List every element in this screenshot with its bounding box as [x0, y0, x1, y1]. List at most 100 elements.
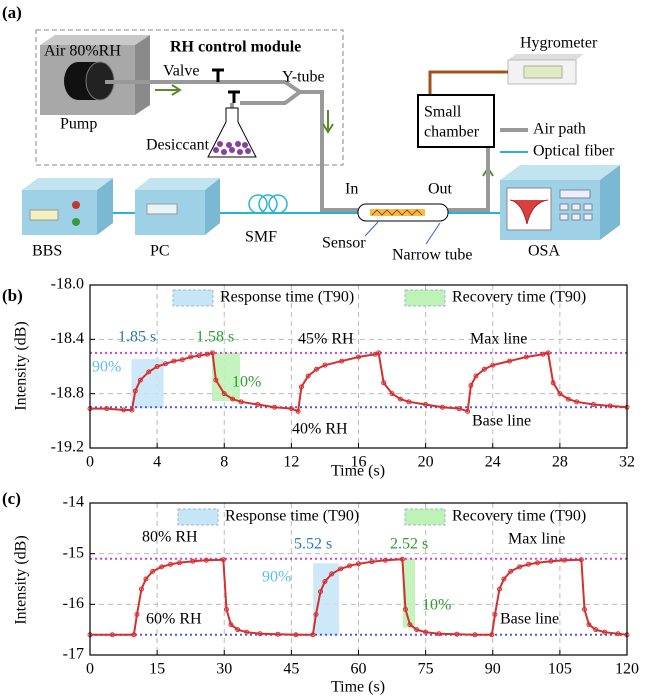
- annotation: 10%: [422, 597, 451, 614]
- pointer: [365, 222, 378, 236]
- y-tick-label: -14: [63, 494, 84, 511]
- x-tick-label: 45: [283, 661, 299, 678]
- legend-label: Air path: [533, 121, 586, 138]
- x-tick-label: 12: [283, 454, 299, 471]
- smf-coil: [249, 195, 287, 213]
- x-tick-label: 60: [351, 661, 367, 678]
- annotation: 45% RH: [298, 331, 354, 348]
- x-tick-label: 8: [220, 454, 228, 471]
- x-tick-label: 15: [149, 661, 165, 678]
- pump-label: Pump: [60, 116, 97, 133]
- pc-label: PC: [150, 243, 170, 260]
- x-tick-label: 20: [418, 454, 434, 471]
- hygrometer-top: [508, 54, 584, 60]
- chamber-label: Small: [424, 104, 462, 121]
- osa-top: [500, 165, 620, 180]
- y-tick-label: -18.4: [51, 330, 84, 347]
- annotation: 60% RH: [146, 611, 202, 628]
- smf-label: SMF: [245, 229, 277, 246]
- legend-swatch: [178, 509, 218, 525]
- y-axis-label: Intensity (dB): [13, 321, 30, 410]
- region: [314, 564, 339, 635]
- y-axis-label: Intensity (dB): [13, 535, 30, 624]
- desiccant-label: Desiccant: [146, 137, 210, 154]
- y-tick-label: -17: [63, 646, 84, 663]
- annotation: 90%: [262, 569, 291, 586]
- hygrometer-label: Hygrometer: [520, 35, 598, 52]
- sensor-label: Sensor: [322, 235, 366, 252]
- annotation: 90%: [92, 359, 121, 376]
- chart: (c) -14 -15 -16 -170 15 30 45 60 75 90 105 120 Respon…: [2, 489, 639, 696]
- bbs-top: [22, 178, 113, 190]
- pc-display: [147, 204, 177, 214]
- narrow-tube-label: Narrow tube: [392, 247, 472, 264]
- annotation: 1.58 s: [196, 329, 234, 346]
- annotation: 5.52 s: [294, 536, 332, 553]
- chamber-label: chamber: [424, 124, 480, 141]
- annotation: 2.52 s: [390, 536, 428, 553]
- y-tick-label: -15: [63, 544, 84, 561]
- hygrometer-display: [524, 66, 562, 78]
- diagram: (a) RH control module Air 80%RH Pump Val…: [2, 3, 620, 264]
- panel-label: (a): [2, 3, 22, 22]
- x-tick-label: 0: [86, 454, 94, 471]
- bbs-button: [72, 201, 80, 209]
- reference-label: Max line: [508, 531, 565, 548]
- module-label: RH control module: [170, 39, 301, 56]
- x-tick-label: 24: [485, 454, 501, 471]
- panel-label: (c): [2, 489, 21, 508]
- panel-label: (b): [2, 286, 23, 305]
- annotation: 80% RH: [142, 529, 198, 546]
- x-axis-label: Time (s): [331, 463, 385, 480]
- air-path: [240, 92, 300, 103]
- in-label: In: [345, 181, 358, 198]
- y-tick-label: -16: [63, 595, 84, 612]
- x-tick-label: 75: [418, 661, 434, 678]
- x-tick-label: 90: [485, 661, 501, 678]
- flow-arrow: [323, 110, 333, 132]
- page: (a) RH control module Air 80%RH Pump Val…: [0, 0, 645, 697]
- legend-swatch: [173, 290, 213, 306]
- legend-label: Optical fiber: [533, 143, 615, 160]
- x-axis-label: Time (s): [331, 679, 385, 696]
- legend-swatch: [405, 290, 445, 306]
- chart: (b)-18.0-18.4-18.8-19.2048121620242832Re…: [2, 276, 635, 480]
- valve: [212, 70, 240, 103]
- legend-label: Response time (T90): [220, 289, 354, 306]
- out-label: Out: [428, 181, 453, 198]
- x-tick-label: 0: [86, 661, 94, 678]
- legend-label: Recovery time (T90): [452, 508, 586, 525]
- reference-label: Base line: [472, 413, 531, 430]
- y-tick-label: -18.8: [51, 384, 84, 401]
- y-tick-label: -18.0: [51, 276, 84, 293]
- x-tick-label: 30: [216, 661, 232, 678]
- annotation: 40% RH: [292, 421, 348, 438]
- annotation: 10%: [232, 374, 261, 391]
- pc-top: [135, 178, 220, 190]
- legend-label: Recovery time (T90): [452, 289, 586, 306]
- osa-buttons: [560, 190, 592, 220]
- x-tick-label: 28: [552, 454, 568, 471]
- tank-side: [135, 35, 150, 115]
- air-path: [448, 147, 488, 210]
- x-tick-label: 32: [619, 454, 635, 471]
- reference-label: Base line: [500, 611, 559, 628]
- x-tick-label: 120: [615, 661, 639, 678]
- bbs-display: [30, 210, 58, 220]
- y-tube-label: Y-tube: [282, 69, 325, 86]
- annotation: 1.85 s: [118, 329, 156, 346]
- bbs-label: BBS: [32, 243, 62, 260]
- osa-label: OSA: [528, 243, 560, 260]
- figure: (a) RH control module Air 80%RH Pump Val…: [0, 0, 645, 697]
- y-tick-label: -19.2: [51, 439, 84, 456]
- x-tick-label: 4: [153, 454, 161, 471]
- legend-label: Response time (T90): [225, 508, 359, 525]
- legend-swatch: [405, 509, 445, 525]
- x-tick-label: 105: [548, 661, 572, 678]
- bbs-button: [72, 218, 80, 226]
- valve-label: Valve: [163, 63, 199, 80]
- tank-label: Air 80%RH: [44, 43, 121, 60]
- pointer: [426, 223, 440, 244]
- flow-arrow: [155, 85, 180, 95]
- reference-label: Max line: [470, 331, 527, 348]
